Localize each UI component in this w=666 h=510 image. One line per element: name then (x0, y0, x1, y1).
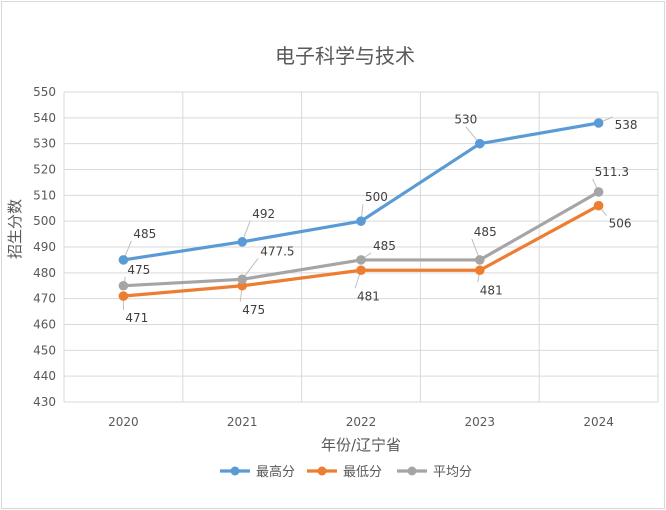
y-tick-label: 450 (33, 343, 56, 357)
y-tick-label: 510 (33, 188, 56, 202)
x-tick-label: 2024 (583, 415, 614, 429)
data-label: 471 (125, 311, 148, 325)
y-tick-label: 550 (33, 85, 56, 99)
legend-marker (230, 466, 240, 476)
y-tick-label: 480 (33, 266, 56, 280)
y-tick-label: 490 (33, 240, 56, 254)
y-tick-label: 540 (33, 111, 56, 125)
data-label: 485 (133, 227, 156, 241)
data-label: 506 (609, 217, 632, 231)
legend-label: 平均分 (433, 465, 472, 480)
y-tick-label: 430 (33, 395, 56, 409)
data-label: 538 (615, 118, 638, 132)
data-label: 481 (357, 289, 380, 303)
y-axis-label: 招生分数 (6, 199, 24, 259)
legend-marker (407, 466, 417, 476)
chart-title: 电子科学与技术 (275, 44, 415, 68)
data-label: 475 (127, 263, 150, 277)
data-point (237, 274, 247, 285)
data-point (118, 280, 129, 291)
y-tick-label: 520 (33, 163, 56, 177)
data-point (593, 118, 604, 128)
data-point (593, 187, 604, 197)
legend-label: 最低分 (343, 465, 382, 480)
x-tick-label: 2022 (346, 415, 377, 429)
y-tick-label: 440 (33, 369, 56, 383)
data-label: 485 (373, 239, 396, 253)
x-tick-label: 2021 (227, 415, 258, 429)
data-label: 481 (480, 283, 503, 297)
data-point (475, 138, 485, 149)
data-label: 485 (474, 225, 497, 239)
x-tick-label: 2023 (465, 415, 496, 429)
data-point (118, 255, 129, 265)
data-point (475, 265, 485, 276)
y-tick-label: 460 (33, 318, 56, 332)
data-label: 500 (365, 190, 388, 204)
legend-marker (317, 466, 327, 476)
legend-label: 最高分 (256, 464, 295, 480)
data-point (356, 255, 366, 265)
data-point (356, 265, 366, 276)
data-label: 492 (252, 207, 275, 221)
data-point (356, 216, 366, 226)
data-label: 530 (454, 113, 477, 127)
data-label: 475 (242, 303, 265, 317)
x-tick-label: 2020 (108, 415, 139, 429)
data-point (593, 200, 604, 211)
y-tick-label: 500 (33, 214, 56, 228)
data-point (237, 237, 247, 247)
data-label: 477.5 (260, 244, 294, 258)
data-point (118, 291, 129, 301)
x-axis-label: 年份/辽宁省 (321, 436, 401, 454)
data-point (475, 255, 485, 265)
data-label: 511.3 (595, 165, 629, 179)
y-tick-label: 470 (33, 292, 56, 306)
y-tick-label: 530 (33, 137, 56, 151)
